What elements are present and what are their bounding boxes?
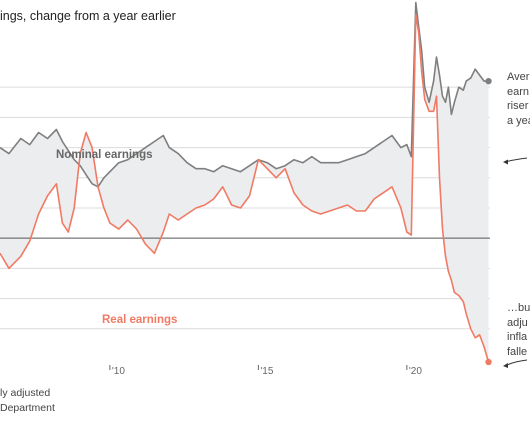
x-tick-label: '15: [260, 366, 273, 377]
footnote-line: ly adjusted: [0, 387, 51, 399]
nominal-end-marker: [485, 77, 492, 85]
footnote-line: Department: [0, 402, 55, 414]
real-earnings-label: Real earnings: [102, 314, 177, 326]
bottom-annotation-pointer: [504, 359, 528, 367]
top-annotation-line: earn: [507, 85, 530, 98]
top-annotation-arrowhead: [503, 159, 508, 165]
real-earnings-line: [0, 13, 490, 363]
top-annotation-line: Aver: [507, 71, 530, 83]
top-annotation-line: riser: [507, 100, 529, 112]
nominal-earnings-label: Nominal earnings: [56, 149, 153, 161]
bottom-annotation-arrowhead: [503, 363, 508, 368]
bottom-annotation-line: …but: [507, 302, 530, 314]
x-tick-label: '20: [409, 366, 422, 377]
bottom-annotation-line: falle: [507, 345, 528, 358]
x-tick-label: '10: [112, 366, 125, 377]
bottom-annotation-line: infla: [507, 331, 528, 343]
x-axis-ticks: '10 '15 '20: [109, 365, 422, 377]
bottom-annotation: …but adju infla falle: [507, 301, 530, 359]
top-annotation-pointer: [504, 157, 528, 163]
bottom-annotation-line: adju: [507, 316, 528, 329]
real-end-marker: [485, 358, 492, 366]
chart-subtitle: ings, change from a year earlier: [0, 9, 176, 23]
difference-band: [0, 2, 489, 362]
nominal-earnings-line: [0, 1, 489, 188]
top-annotation-line: a yea: [507, 114, 530, 127]
top-annotation: Aver earn riser a yea: [507, 70, 530, 128]
